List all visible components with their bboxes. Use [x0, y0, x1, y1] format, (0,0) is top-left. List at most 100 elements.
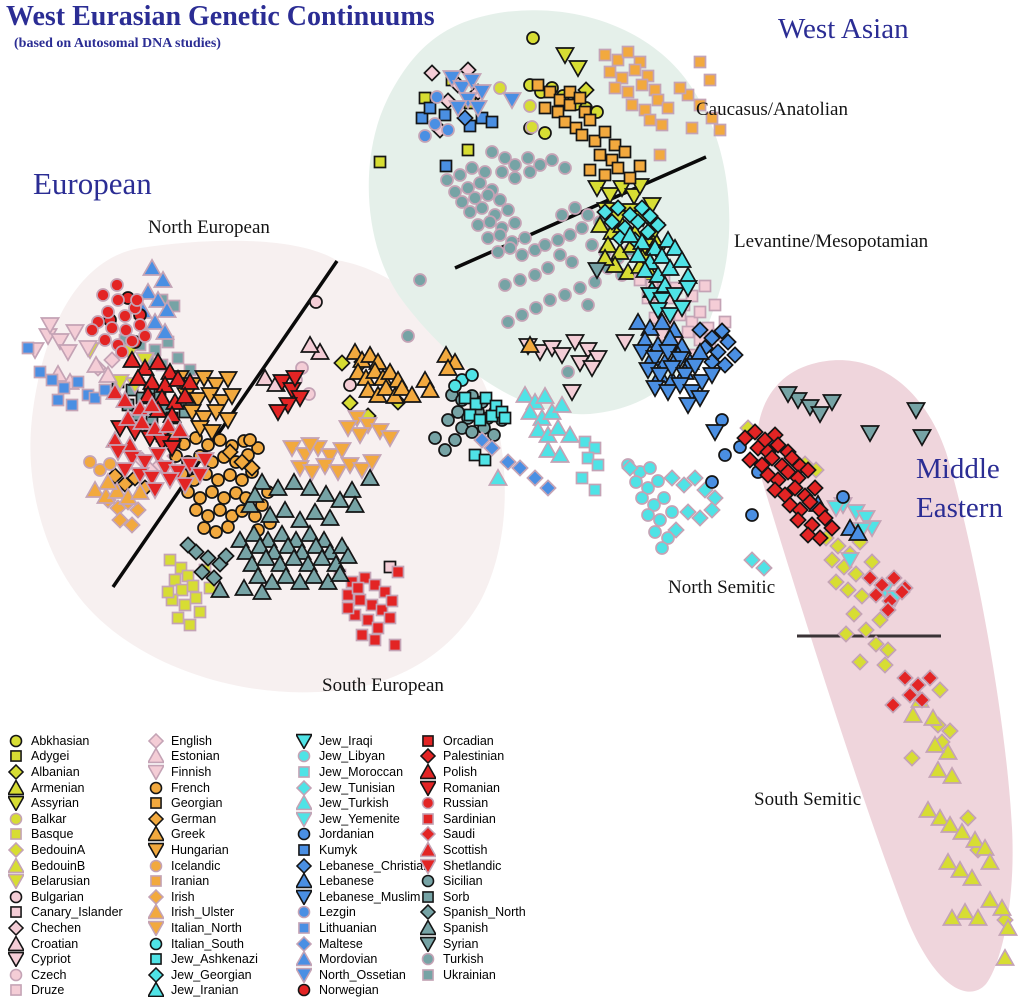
- square-marker-icon: [422, 734, 434, 747]
- circle-marker-icon: [297, 906, 311, 919]
- legend-label: Jew_Libyan: [319, 749, 386, 764]
- legend-item-icelandic: Icelandic: [148, 858, 258, 874]
- legend-label: Spanish: [443, 920, 489, 935]
- legend-item-lezgin: Lezgin: [296, 905, 430, 921]
- series-basque: [161, 553, 217, 632]
- diamond-marker-icon: [296, 935, 312, 952]
- legend-item-croatian: Croatian: [8, 935, 123, 952]
- series-lithuanian: [21, 341, 112, 412]
- legend-item-jew_ashkenazi: Jew_Ashkenazi: [148, 951, 258, 967]
- legend-label: Turkish: [443, 952, 484, 967]
- legend-item-sardinian: Sardinian: [420, 811, 526, 827]
- series-jew_moroccan: [575, 435, 605, 497]
- series-italian_north: [281, 410, 401, 482]
- circle-marker-icon: [9, 812, 23, 826]
- legend-item-french: French: [148, 780, 258, 796]
- triangle-up-marker-icon: [296, 795, 312, 811]
- triangle-up-marker-icon: [296, 873, 312, 889]
- triangle-down-marker-icon: [296, 733, 312, 749]
- legend-item-russian: Russian: [420, 795, 526, 811]
- series-lebanese_muslim: [631, 344, 726, 442]
- region-label-european: European: [33, 166, 152, 201]
- circle-marker-icon: [421, 796, 435, 810]
- triangle-up-marker-icon: [8, 935, 24, 951]
- legend-label: Finnish: [171, 764, 212, 779]
- triangle-up-marker-icon: [296, 951, 312, 967]
- triangle-up-marker-icon: [148, 904, 164, 920]
- legend-item-syrian: Syrian: [420, 936, 526, 952]
- legend-label: Druze: [31, 983, 65, 997]
- legend-item-balkar: Balkar: [8, 811, 123, 827]
- legend-label: Palestinian: [443, 749, 505, 764]
- legend-label: Balkar: [31, 811, 67, 826]
- legend-item-assyrian: Assyrian: [8, 795, 123, 812]
- legend-item-norwegian: Norwegian: [296, 983, 430, 997]
- legend-item-scottish: Scottish: [420, 841, 526, 858]
- legend-item-bulgarian: Bulgarian: [8, 889, 123, 905]
- circle-marker-icon: [9, 968, 23, 982]
- legend-item-cypriot: Cypriot: [8, 951, 123, 968]
- legend-item-jew_tunisian: Jew_Tunisian: [296, 779, 430, 796]
- legend-label: Jew_Yemenite: [319, 811, 400, 826]
- square-marker-icon: [10, 984, 22, 997]
- legend-label: Hungarian: [171, 842, 229, 857]
- triangle-down-marker-icon: [148, 920, 164, 936]
- square-marker-icon: [150, 875, 162, 887]
- legend-item-sicilian: Sicilian: [420, 873, 526, 889]
- legend-item-basque: Basque: [8, 827, 123, 843]
- square-marker-icon: [10, 828, 22, 841]
- circle-marker-icon: [297, 750, 311, 763]
- legend-label: Georgian: [171, 796, 223, 811]
- diamond-marker-icon: [8, 919, 24, 936]
- square-marker-icon: [422, 968, 434, 981]
- legend-label: Maltese: [319, 936, 363, 951]
- legend-label: Cypriot: [31, 952, 71, 967]
- triangle-up-marker-icon: [148, 982, 164, 997]
- square-marker-icon: [298, 844, 310, 856]
- legend-item-palestinian: Palestinian: [420, 748, 526, 765]
- legend-item-italian_south: Italian_South: [148, 936, 258, 952]
- page-subtitle: (based on Autosomal DNA studies): [14, 36, 221, 51]
- legend-item-north_ossetian: North_Ossetian: [296, 967, 430, 983]
- series-turkish: [401, 145, 649, 379]
- legend-item-spanish_north: Spanish_North: [420, 904, 526, 921]
- legend-item-italian_north: Italian_North: [148, 920, 258, 936]
- legend-label: Russian: [443, 796, 489, 811]
- legend-item-irish_ulster: Irish_Ulster: [148, 904, 258, 921]
- diamond-marker-icon: [420, 748, 436, 765]
- legend-item-jew_iranian: Jew_Iranian: [148, 982, 258, 997]
- legend-item-bedouinb: BedouinB: [8, 857, 123, 874]
- series-cypriot: [517, 334, 636, 402]
- triangle-down-marker-icon: [148, 764, 164, 780]
- legend-item-iranian: Iranian: [148, 873, 258, 889]
- series-palestinian: [736, 423, 841, 547]
- legend-label: Irish: [171, 889, 195, 904]
- legend-label: Lebanese: [319, 874, 374, 889]
- legend-label: Ukrainian: [443, 967, 496, 982]
- legend: Abkhasian Adygei Albanian Armenian Assyrian B…: [0, 732, 560, 997]
- legend-label: Saudi: [443, 827, 475, 842]
- legend-label: Romanian: [443, 780, 500, 795]
- legend-item-ukrainian: Ukrainian: [420, 967, 526, 983]
- legend-column-1: Abkhasian Adygei Albanian Armenian Assyrian B…: [8, 733, 123, 997]
- circle-marker-icon: [149, 781, 163, 794]
- legend-item-chechen: Chechen: [8, 919, 123, 936]
- legend-item-jew_yemenite: Jew_Yemenite: [296, 811, 430, 827]
- legend-label: Bulgarian: [31, 889, 84, 904]
- triangle-up-marker-icon: [148, 748, 164, 764]
- cluster-label-north-semitic: North Semitic: [668, 577, 776, 598]
- cluster-label-levantine-mesopotamian: Levantine/Mesopotamian: [734, 231, 929, 252]
- legend-item-canary_islander: Canary_Islander: [8, 905, 123, 921]
- legend-label: English: [171, 733, 212, 748]
- legend-label: Scottish: [443, 842, 488, 857]
- legend-label: Irish_Ulster: [171, 905, 235, 920]
- triangle-down-marker-icon: [420, 780, 436, 796]
- diamond-marker-icon: [420, 826, 436, 843]
- series-irish_ulster: [84, 472, 151, 505]
- series-finnish: [24, 317, 99, 362]
- series-saudi: [861, 569, 939, 714]
- triangle-up-marker-icon: [8, 779, 24, 795]
- legend-label: Croatian: [31, 936, 79, 951]
- series-russian: [85, 278, 152, 359]
- series-maltese: [473, 431, 557, 497]
